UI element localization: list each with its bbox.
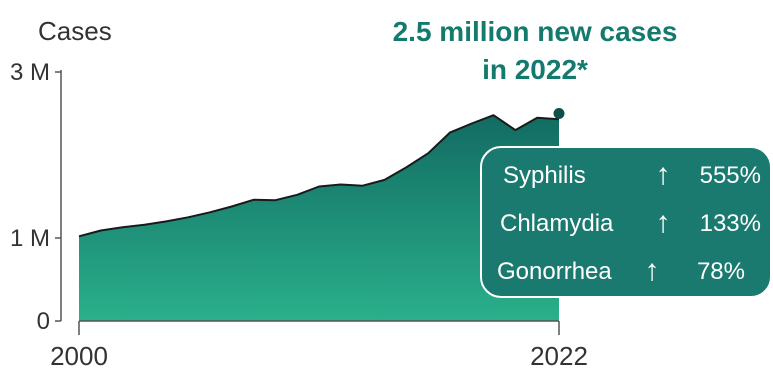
gonorrhea-change: 78%	[697, 258, 745, 285]
callout-box	[480, 146, 772, 298]
gonorrhea-up-arrow-icon: ↑	[645, 254, 660, 287]
syphilis-change: 555%	[700, 162, 761, 189]
headline-line-2: in 2022*	[482, 54, 588, 85]
area-fill	[79, 115, 559, 321]
series-line	[78, 114, 560, 238]
y-axis-label: Cases	[38, 16, 112, 46]
y-tick-label: 1 M	[10, 225, 50, 252]
chlamydia-label: Chlamydia	[500, 210, 614, 237]
axis-layer: 0 1 M 3 M 2000 2022	[10, 59, 588, 368]
y-tick-label: 0	[37, 308, 50, 335]
syphilis-up-arrow-icon: ↑	[656, 158, 671, 191]
x-tick-label: 2022	[530, 341, 588, 368]
area-layer	[78, 108, 565, 321]
gonorrhea-label: Gonorrhea	[497, 258, 612, 285]
x-tick-label: 2000	[50, 341, 108, 368]
data-point-2022	[553, 108, 565, 119]
chlamydia-change: 133%	[700, 210, 761, 237]
y-tick-label: 3 M	[10, 59, 50, 86]
stats-callout: Syphilis ↑ 555% Chlamydia ↑ 133% Gonorrh…	[480, 146, 772, 298]
headline-line-1: 2.5 million new cases	[393, 16, 678, 47]
syphilis-label: Syphilis	[503, 162, 586, 189]
chlamydia-up-arrow-icon: ↑	[656, 206, 671, 239]
